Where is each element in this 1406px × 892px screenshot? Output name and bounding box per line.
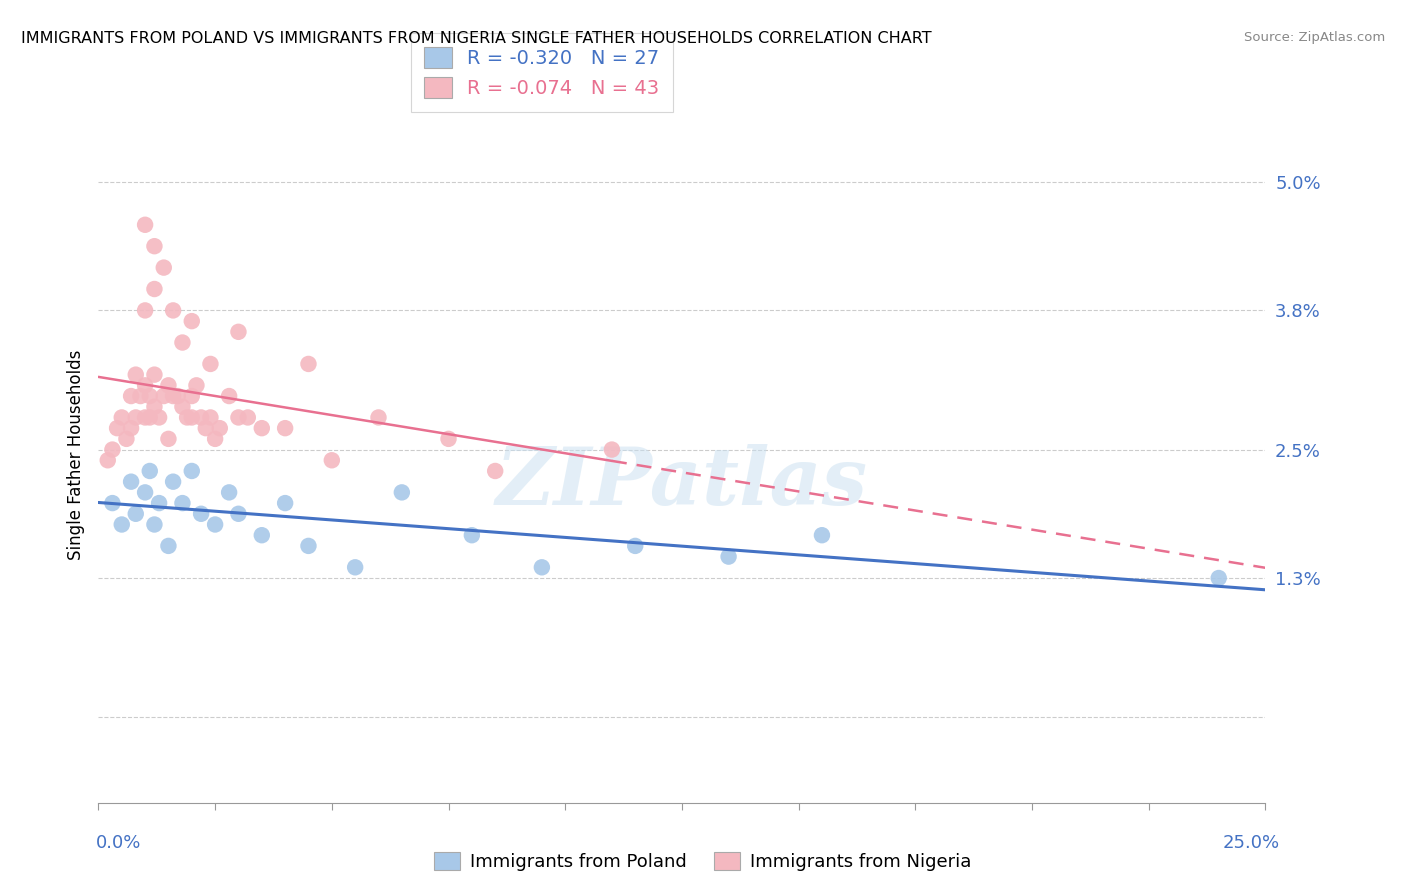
Point (157, 378, 180, 392)
Point (125, 507, 148, 521)
Point (218, 389, 240, 403)
Point (162, 303, 184, 318)
Point (152, 389, 174, 403)
Point (148, 410, 170, 425)
Point (218, 485, 240, 500)
Point (101, 442, 124, 457)
Point (111, 410, 134, 425)
Point (134, 410, 156, 425)
Point (274, 496, 297, 510)
Point (134, 378, 156, 392)
Point (717, 549, 740, 564)
Point (172, 335, 194, 350)
Text: ZIPatlas: ZIPatlas (496, 444, 868, 522)
Legend: R = -0.320   N = 27, R = -0.074   N = 43: R = -0.320 N = 27, R = -0.074 N = 43 (411, 33, 673, 112)
Point (236, 410, 259, 425)
Point (190, 410, 212, 425)
Point (200, 410, 222, 425)
Point (194, 421, 217, 435)
Point (148, 496, 170, 510)
Point (139, 464, 162, 478)
Point (134, 218, 156, 232)
Point (1208, 571, 1230, 585)
Point (367, 410, 389, 425)
Point (204, 432, 226, 446)
Point (120, 389, 142, 403)
Point (162, 475, 184, 489)
Point (125, 410, 148, 425)
Point (143, 282, 166, 296)
Text: Source: ZipAtlas.com: Source: ZipAtlas.com (1244, 31, 1385, 45)
Point (811, 528, 834, 542)
Text: 25.0%: 25.0% (1222, 834, 1279, 852)
Point (143, 517, 166, 532)
Point (143, 239, 166, 253)
Point (143, 400, 166, 414)
Point (180, 389, 202, 403)
Point (250, 528, 273, 542)
Point (180, 464, 202, 478)
Point (134, 485, 156, 500)
Point (143, 368, 166, 382)
Point (530, 560, 553, 574)
Point (134, 303, 156, 318)
Point (344, 560, 367, 574)
Point (152, 260, 174, 275)
Point (208, 421, 231, 435)
Text: 0.0%: 0.0% (96, 834, 141, 852)
Point (120, 475, 142, 489)
Point (190, 507, 212, 521)
Point (180, 314, 202, 328)
Point (250, 421, 273, 435)
Point (97, 453, 120, 467)
Point (484, 464, 506, 478)
Point (204, 517, 226, 532)
Point (176, 410, 198, 425)
Point (157, 432, 180, 446)
Point (105, 421, 128, 435)
Point (228, 325, 250, 339)
Point (186, 378, 208, 392)
Point (297, 357, 319, 371)
Point (624, 539, 647, 553)
Point (162, 389, 184, 403)
Point (228, 410, 250, 425)
Point (157, 539, 180, 553)
Point (228, 507, 250, 521)
Point (101, 496, 124, 510)
Point (274, 421, 297, 435)
Point (111, 517, 134, 532)
Point (200, 357, 222, 371)
Text: IMMIGRANTS FROM POLAND VS IMMIGRANTS FROM NIGERIA SINGLE FATHER HOUSEHOLDS CORRE: IMMIGRANTS FROM POLAND VS IMMIGRANTS FRO… (21, 31, 932, 46)
Point (125, 368, 148, 382)
Point (139, 410, 162, 425)
Legend: Immigrants from Poland, Immigrants from Nigeria: Immigrants from Poland, Immigrants from … (427, 845, 979, 879)
Point (166, 389, 188, 403)
Point (297, 539, 319, 553)
Point (129, 389, 152, 403)
Point (172, 400, 194, 414)
Point (600, 442, 623, 457)
Point (461, 528, 484, 542)
Point (115, 432, 138, 446)
Point (139, 389, 162, 403)
Point (120, 421, 142, 435)
Point (180, 410, 202, 425)
Y-axis label: Single Father Households: Single Father Households (66, 350, 84, 560)
Point (391, 485, 413, 500)
Point (172, 496, 194, 510)
Point (437, 432, 460, 446)
Point (321, 453, 343, 467)
